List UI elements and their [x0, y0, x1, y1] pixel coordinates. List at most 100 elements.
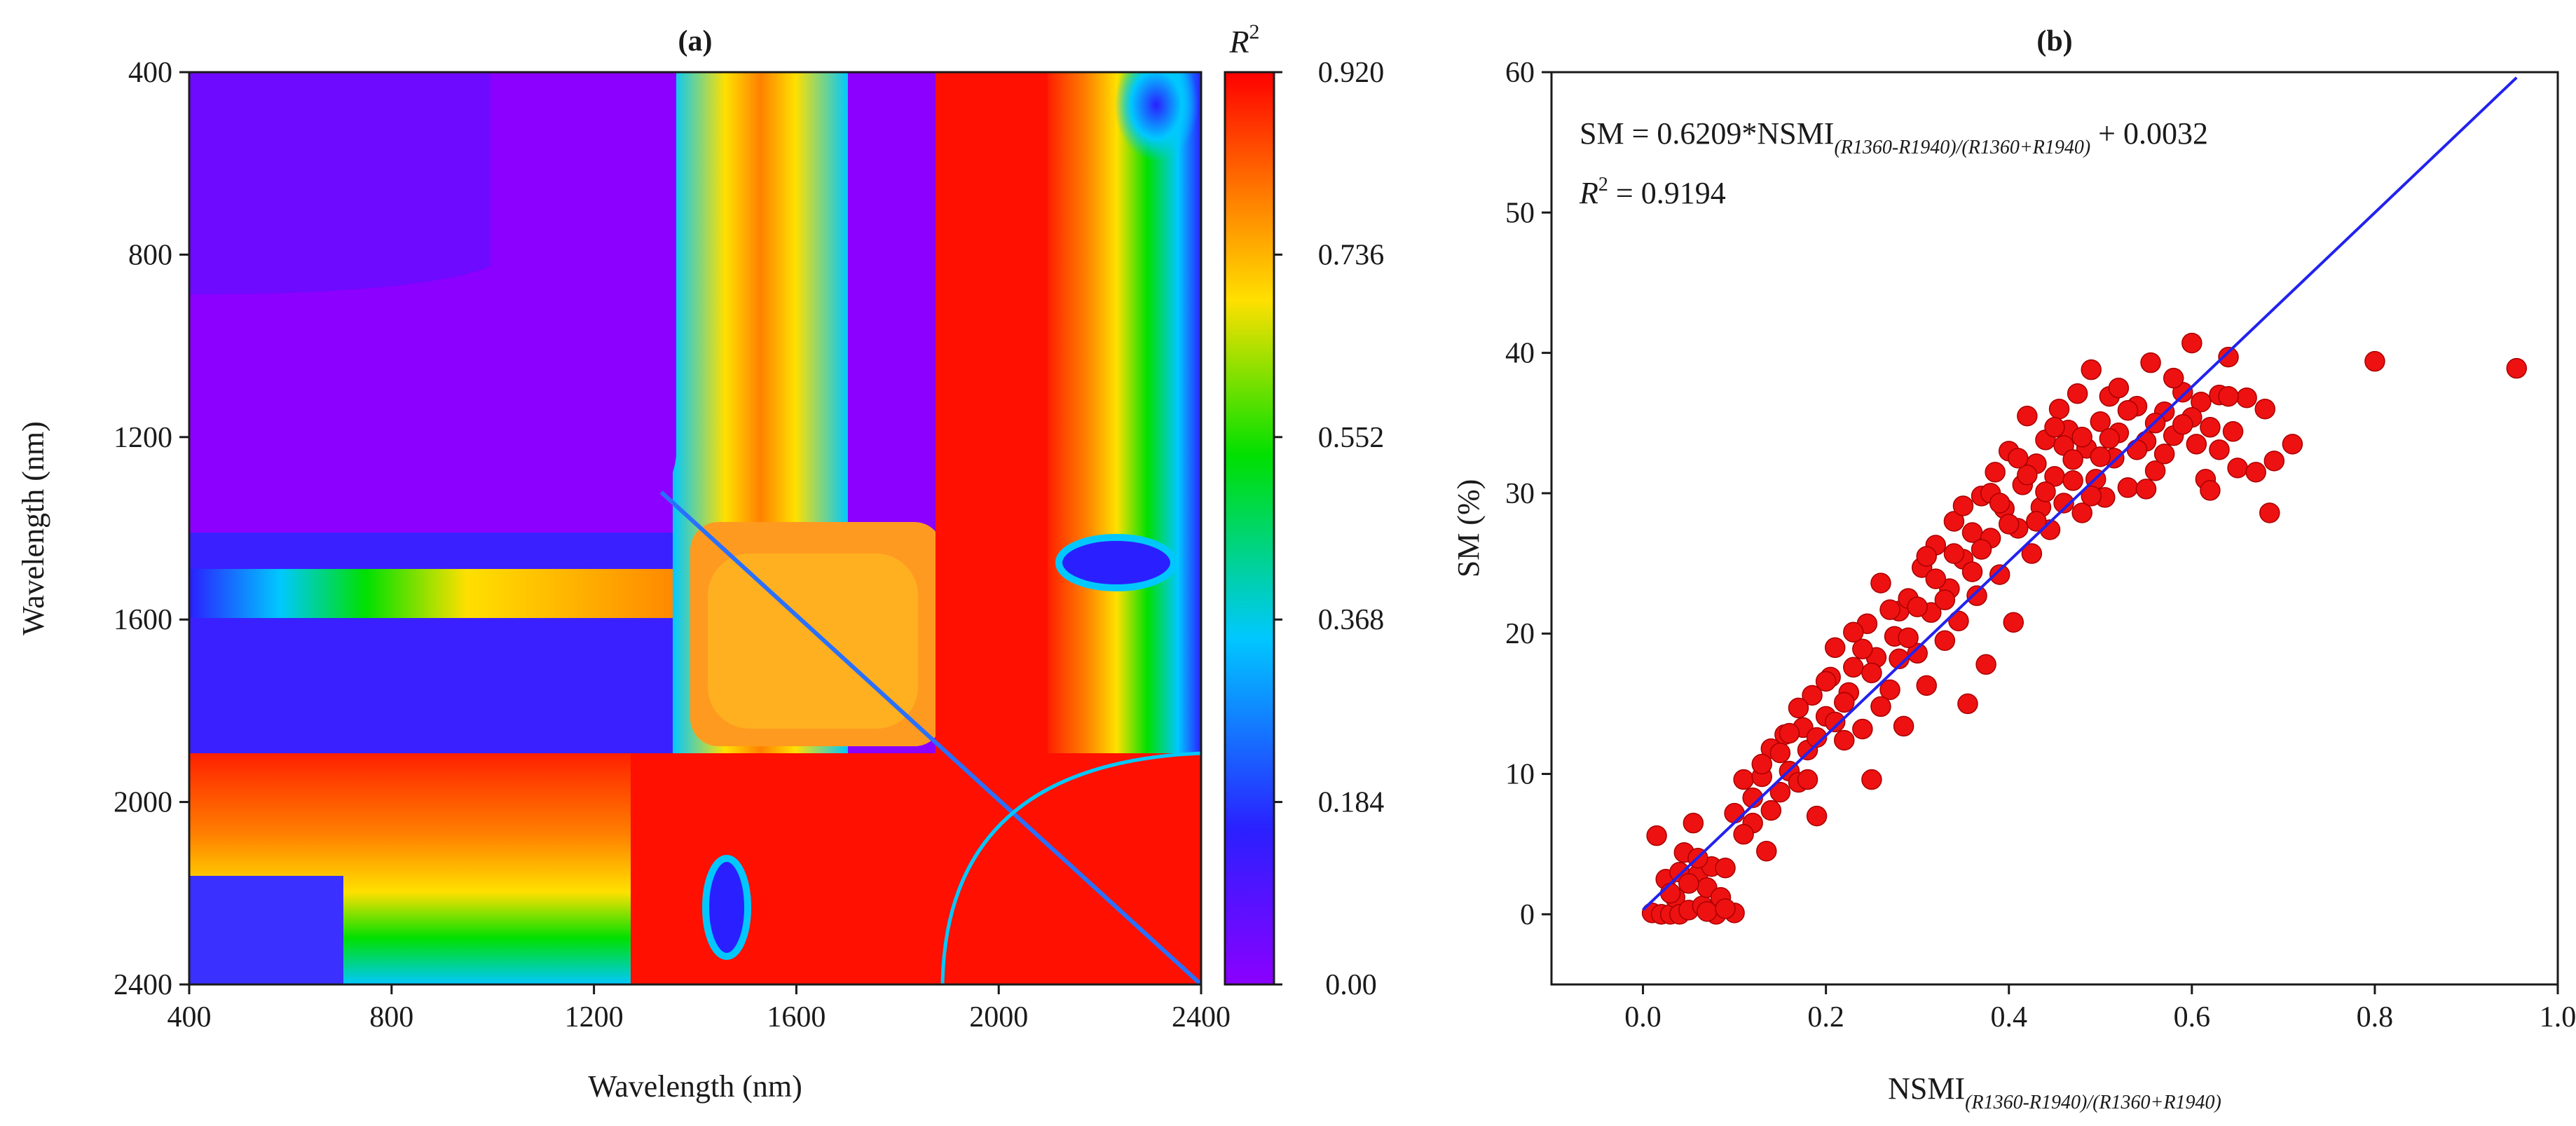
- scatter-point: [2117, 477, 2139, 498]
- scatter-point: [2126, 439, 2148, 460]
- scatter-y-tick-label-5: 50: [1505, 197, 1535, 229]
- heatmap-region-center-inner: [708, 554, 918, 729]
- scatter-point: [1733, 823, 1754, 845]
- scatter-point: [2135, 479, 2157, 500]
- scatter-point: [2163, 367, 2184, 389]
- scatter-point: [1779, 722, 1800, 744]
- scatter-point: [2245, 462, 2266, 483]
- heatmap-diagonal: [650, 481, 1201, 984]
- scatter-point: [1870, 572, 1891, 593]
- scatter-point: [1893, 715, 1914, 737]
- scatter-point: [1659, 883, 1681, 904]
- scatter-point: [2191, 391, 2212, 413]
- panel-b: (b) 0.0 0.2 0.4 0.6 0.8 1.0 0 10 20 30 40 50 60 SM …: [1451, 25, 2576, 1113]
- scatter-point: [2008, 448, 2029, 469]
- colorbar-tick-label-3: 0.552: [1318, 422, 1385, 454]
- scatter-point: [1971, 539, 1992, 560]
- scatter-point: [1861, 662, 1882, 684]
- scatter-point: [1957, 693, 1978, 715]
- scatter-points: [1641, 332, 2528, 925]
- scatter-point: [2218, 385, 2239, 407]
- scatter-point: [1898, 627, 1919, 648]
- colorbar-ticks: 0.00 0.184 0.368 0.552 0.736 0.920: [1274, 57, 1384, 1001]
- scatter-point: [2254, 398, 2276, 420]
- scatter-point: [1788, 697, 1809, 719]
- fit-line: [1642, 76, 2518, 911]
- scatter-point: [1683, 812, 1704, 834]
- scatter-point: [2186, 434, 2207, 455]
- scatter-point: [1678, 873, 1699, 894]
- scatter-point: [1961, 561, 1983, 582]
- heatmap-y-tick-label-4: 2000: [114, 787, 172, 819]
- heatmap-blob-1460-2250: [702, 855, 751, 960]
- scatter-point: [1934, 589, 1956, 610]
- regression-equation: SM = 0.6209*NSMI(R1360-R1940)/(R1360+R19…: [1580, 116, 2208, 158]
- scatter-point: [2172, 414, 2193, 435]
- heatmap: [189, 72, 1201, 984]
- heatmap-y-tick-label-1: 800: [128, 239, 172, 271]
- scatter-point: [1715, 857, 1736, 879]
- heatmap-y-label: Wavelength (nm): [16, 421, 50, 636]
- scatter-point: [1802, 685, 1823, 706]
- scatter-x-tick-label-3: 0.6: [2174, 1001, 2211, 1034]
- scatter-y-tick-label-0: 0: [1520, 899, 1535, 931]
- heatmap-x-axis: 400 800 1200 1600 2000 2400: [167, 984, 1231, 1034]
- scatter-point: [2081, 486, 2102, 507]
- scatter-point: [1861, 769, 1882, 790]
- scatter-x-tick-label-5: 1.0: [2540, 1001, 2576, 1034]
- scatter-y-axis: 0 10 20 30 40 50 60: [1505, 57, 1551, 931]
- heatmap-y-tick-label-5: 2400: [114, 969, 172, 1001]
- scatter-point: [2048, 398, 2070, 420]
- scatter-point: [2153, 444, 2175, 465]
- scatter-point: [2071, 427, 2092, 448]
- scatter-point: [1806, 805, 1828, 827]
- panel-b-title: (b): [2036, 25, 2072, 57]
- scatter-point: [1843, 622, 1864, 643]
- scatter-point: [2026, 511, 2047, 532]
- scatter-point: [1715, 898, 1736, 919]
- heatmap-region-right-columns: [1048, 72, 1201, 759]
- scatter-point: [2062, 470, 2083, 491]
- heatmap-x-tick-label-3: 1600: [767, 1001, 825, 1034]
- scatter-point: [1998, 514, 2020, 535]
- scatter-x-tick-label-1: 0.2: [1807, 1001, 1844, 1034]
- scatter-y-tick-label-6: 60: [1505, 57, 1535, 89]
- panel-a-title: (a): [678, 25, 713, 57]
- scatter-point: [1797, 769, 1818, 790]
- scatter-point: [1870, 696, 1891, 718]
- scatter-point: [1815, 671, 1837, 692]
- scatter-point: [2222, 421, 2244, 442]
- scatter-point: [2099, 428, 2121, 449]
- colorbar-gradient: [1224, 71, 1275, 986]
- scatter-x-tick-label-2: 0.4: [1990, 1001, 2027, 1034]
- scatter-point: [1833, 729, 1855, 751]
- scatter-point: [2090, 411, 2111, 432]
- scatter-point: [1934, 630, 1956, 651]
- heatmap-upper-left-blue: [189, 72, 491, 294]
- scatter-y-tick-label-3: 30: [1505, 478, 1535, 510]
- scatter-point: [1751, 753, 1773, 775]
- scatter-point: [1879, 599, 1900, 620]
- scatter-point: [2200, 417, 2221, 438]
- heatmap-frame: [188, 71, 1203, 986]
- scatter-point: [2021, 543, 2043, 564]
- scatter-point: [1756, 840, 1777, 862]
- scatter-point: [2140, 352, 2161, 373]
- heatmap-x-tick-label-5: 2400: [1172, 1001, 1231, 1034]
- heatmap-region-mid-band: [189, 533, 680, 757]
- scatter-point: [2506, 357, 2528, 379]
- scatter-point: [2035, 481, 2056, 502]
- scatter-point: [2236, 387, 2257, 408]
- scatter-point: [1769, 742, 1791, 764]
- scatter-point: [2181, 332, 2202, 354]
- heatmap-y-tick-label-3: 1600: [114, 604, 172, 636]
- scatter-point: [2117, 399, 2139, 421]
- scatter-point: [2044, 417, 2065, 438]
- scatter-point: [1879, 679, 1900, 701]
- scatter-point: [2090, 446, 2111, 467]
- scatter-point: [1824, 637, 1846, 659]
- scatter-point: [2209, 439, 2230, 460]
- scatter-y-tick-label-4: 40: [1505, 338, 1535, 370]
- scatter-point: [2053, 493, 2074, 514]
- scatter-point: [1646, 825, 1667, 846]
